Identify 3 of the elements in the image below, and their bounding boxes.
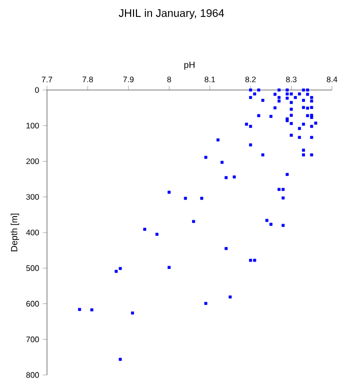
chart-title: JHIL in January, 1964 (118, 8, 224, 20)
y-axis-title: Depth [m] (10, 214, 20, 252)
x-axis-title: pH (184, 62, 195, 70)
